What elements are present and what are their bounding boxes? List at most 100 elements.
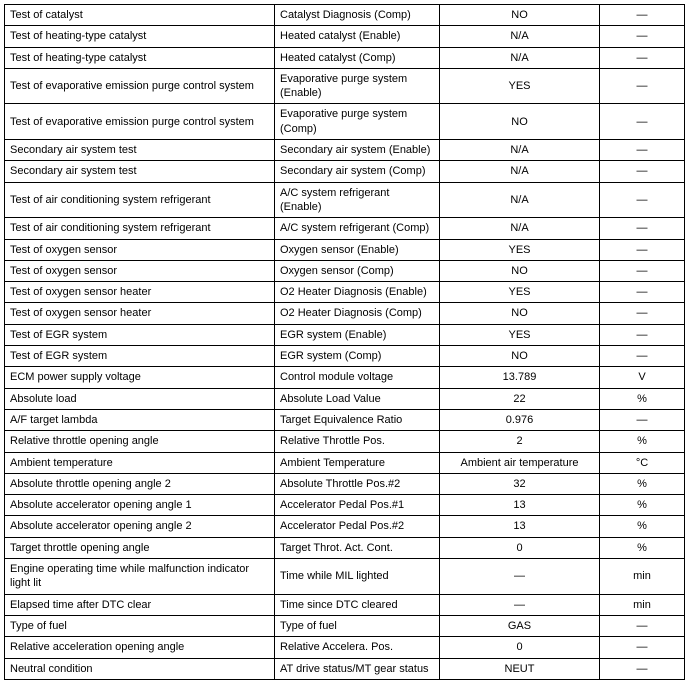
table-cell: GAS [440, 615, 600, 636]
table-cell: 13 [440, 495, 600, 516]
table-cell: Type of fuel [5, 615, 275, 636]
table-cell: Test of evaporative emission purge contr… [5, 68, 275, 104]
table-cell: N/A [440, 26, 600, 47]
table-cell: Absolute Throttle Pos.#2 [275, 473, 440, 494]
table-row: Test of heating-type catalystHeated cata… [5, 47, 685, 68]
table-cell: — [600, 658, 685, 679]
table-row: Absolute accelerator opening angle 1Acce… [5, 495, 685, 516]
table-cell: Relative acceleration opening angle [5, 637, 275, 658]
table-row: Test of EGR systemEGR system (Enable)YES… [5, 324, 685, 345]
table-cell: Time since DTC cleared [275, 594, 440, 615]
table-row: Test of EGR systemEGR system (Comp)NO— [5, 346, 685, 367]
table-cell: Oxygen sensor (Comp) [275, 260, 440, 281]
table-cell: Secondary air system test [5, 161, 275, 182]
table-cell: Type of fuel [275, 615, 440, 636]
table-cell: A/F target lambda [5, 409, 275, 430]
table-cell: — [600, 47, 685, 68]
table-cell: Evaporative purge system (Comp) [275, 104, 440, 140]
table-cell: N/A [440, 47, 600, 68]
table-cell: 0 [440, 537, 600, 558]
table-row: Test of oxygen sensorOxygen sensor (Enab… [5, 239, 685, 260]
table-cell: % [600, 388, 685, 409]
table-cell: Test of heating-type catalyst [5, 47, 275, 68]
table-cell: Ambient Temperature [275, 452, 440, 473]
table-cell: EGR system (Enable) [275, 324, 440, 345]
table-cell: Test of oxygen sensor [5, 239, 275, 260]
table-cell: Test of evaporative emission purge contr… [5, 104, 275, 140]
table-row: Engine operating time while malfunction … [5, 559, 685, 595]
table-cell: O2 Heater Diagnosis (Comp) [275, 303, 440, 324]
table-cell: 32 [440, 473, 600, 494]
table-cell: YES [440, 324, 600, 345]
table-cell: — [600, 282, 685, 303]
table-row: ECM power supply voltageControl module v… [5, 367, 685, 388]
table-cell: — [600, 260, 685, 281]
table-cell: % [600, 431, 685, 452]
table-cell: A/C system refrigerant (Comp) [275, 218, 440, 239]
table-cell: — [600, 68, 685, 104]
table-cell: Neutral condition [5, 658, 275, 679]
table-cell: YES [440, 239, 600, 260]
table-row: Type of fuelType of fuelGAS— [5, 615, 685, 636]
table-cell: NO [440, 104, 600, 140]
table-cell: Test of oxygen sensor heater [5, 303, 275, 324]
table-cell: 13.789 [440, 367, 600, 388]
table-cell: Secondary air system test [5, 140, 275, 161]
table-cell: — [600, 182, 685, 218]
table-cell: NO [440, 5, 600, 26]
table-cell: EGR system (Comp) [275, 346, 440, 367]
table-cell: Time while MIL lighted [275, 559, 440, 595]
table-cell: % [600, 495, 685, 516]
table-cell: — [600, 26, 685, 47]
table-cell: — [600, 161, 685, 182]
table-cell: — [440, 594, 600, 615]
table-cell: 2 [440, 431, 600, 452]
table-row: Absolute throttle opening angle 2Absolut… [5, 473, 685, 494]
table-cell: N/A [440, 140, 600, 161]
table-cell: % [600, 516, 685, 537]
table-cell: Catalyst Diagnosis (Comp) [275, 5, 440, 26]
table-cell: Secondary air system (Enable) [275, 140, 440, 161]
table-row: Relative throttle opening angleRelative … [5, 431, 685, 452]
table-row: Target throttle opening angleTarget Thro… [5, 537, 685, 558]
table-cell: — [600, 303, 685, 324]
table-row: Ambient temperatureAmbient TemperatureAm… [5, 452, 685, 473]
table-cell: Target throttle opening angle [5, 537, 275, 558]
table-cell: Secondary air system (Comp) [275, 161, 440, 182]
table-cell: °C [600, 452, 685, 473]
table-cell: Absolute Load Value [275, 388, 440, 409]
table-cell: — [600, 324, 685, 345]
table-cell: Test of catalyst [5, 5, 275, 26]
table-cell: YES [440, 68, 600, 104]
table-row: Test of heating-type catalystHeated cata… [5, 26, 685, 47]
table-row: Relative acceleration opening angleRelat… [5, 637, 685, 658]
table-cell: O2 Heater Diagnosis (Enable) [275, 282, 440, 303]
table-cell: — [600, 104, 685, 140]
table-cell: — [600, 218, 685, 239]
table-row: A/F target lambdaTarget Equivalence Rati… [5, 409, 685, 430]
table-row: Neutral conditionAT drive status/MT gear… [5, 658, 685, 679]
table-cell: — [600, 615, 685, 636]
table-cell: Ambient air temperature [440, 452, 600, 473]
table-cell: Test of oxygen sensor [5, 260, 275, 281]
table-cell: Test of heating-type catalyst [5, 26, 275, 47]
table-cell: Heated catalyst (Comp) [275, 47, 440, 68]
table-cell: Absolute load [5, 388, 275, 409]
table-cell: NO [440, 260, 600, 281]
table-cell: Evaporative purge system (Enable) [275, 68, 440, 104]
table-row: Test of oxygen sensor heaterO2 Heater Di… [5, 282, 685, 303]
table-row: Elapsed time after DTC clearTime since D… [5, 594, 685, 615]
table-row: Absolute accelerator opening angle 2Acce… [5, 516, 685, 537]
table-cell: Target Equivalence Ratio [275, 409, 440, 430]
table-row: Secondary air system testSecondary air s… [5, 161, 685, 182]
table-row: Test of air conditioning system refriger… [5, 218, 685, 239]
table-row: Absolute loadAbsolute Load Value22% [5, 388, 685, 409]
table-cell: 0 [440, 637, 600, 658]
table-cell: 22 [440, 388, 600, 409]
table-cell: 0.976 [440, 409, 600, 430]
table-row: Test of oxygen sensor heaterO2 Heater Di… [5, 303, 685, 324]
table-cell: N/A [440, 161, 600, 182]
table-cell: Absolute accelerator opening angle 1 [5, 495, 275, 516]
table-cell: — [600, 346, 685, 367]
table-cell: Elapsed time after DTC clear [5, 594, 275, 615]
